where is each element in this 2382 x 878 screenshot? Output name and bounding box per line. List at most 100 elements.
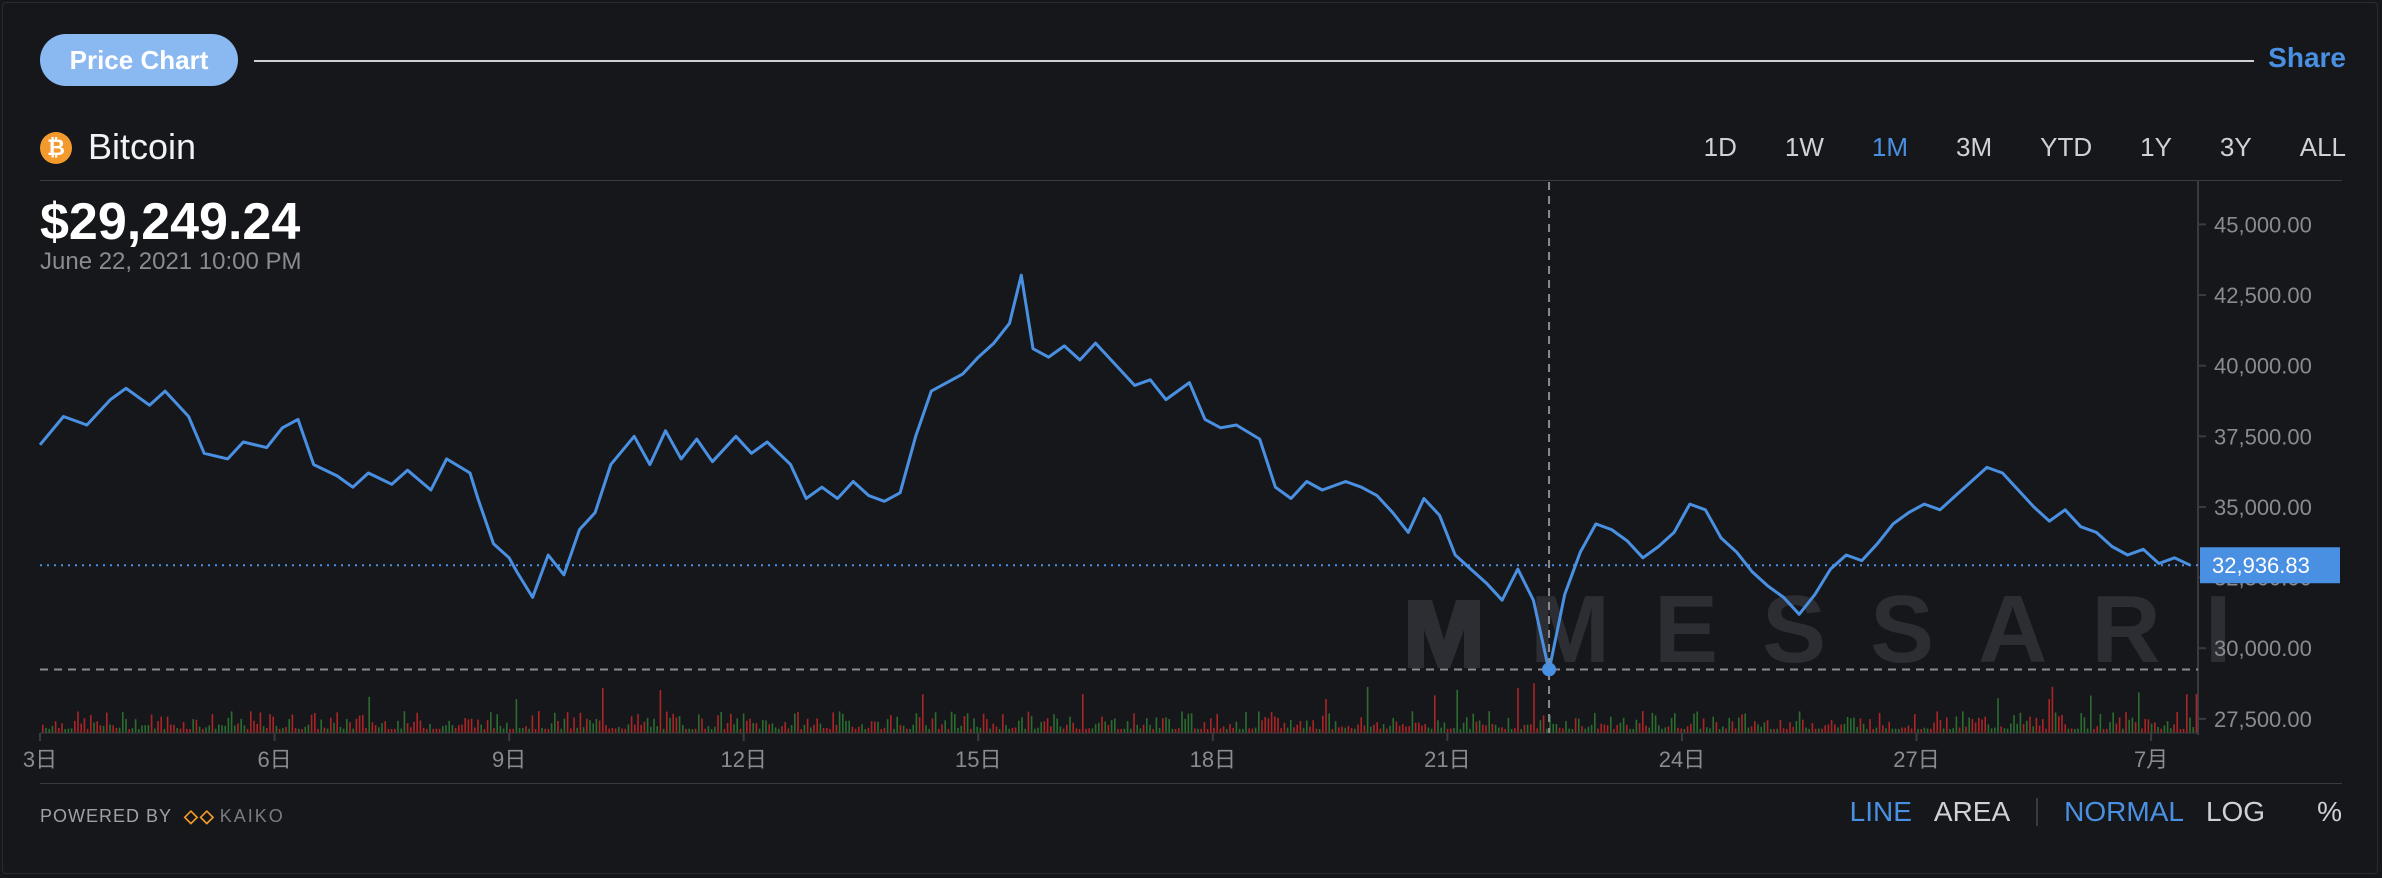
volume-bar [470, 718, 473, 733]
volume-bar [438, 728, 441, 733]
volume-bar [1354, 728, 1356, 733]
volume-bar [867, 727, 870, 733]
volume-bar [77, 711, 79, 733]
volume-bar [115, 727, 118, 733]
chart-type-area[interactable]: AREA [1933, 796, 2011, 827]
volume-bar [307, 724, 310, 733]
volume-bar [1549, 715, 1551, 733]
volume-bar [483, 728, 486, 733]
volume-bar [864, 728, 866, 733]
volume-bar [579, 712, 582, 733]
range-button-1m[interactable]: 1M [1871, 132, 1908, 162]
volume-bar [1059, 726, 1062, 733]
volume-bar [1190, 713, 1193, 733]
volume-bar [691, 728, 694, 733]
volume-bar [1229, 724, 1231, 733]
kaiko-mark-icon: ◇◇ [184, 806, 216, 826]
volume-bar [2109, 722, 2111, 733]
volume-bar [429, 723, 431, 733]
volume-bar [1670, 718, 1673, 733]
volume-bar [1571, 728, 1574, 733]
bitcoin-icon: ₿ [40, 132, 72, 164]
volume-bar [1475, 721, 1478, 733]
volume-bar [96, 721, 98, 733]
volume-bar [842, 713, 844, 733]
volume-bar [1766, 720, 1769, 733]
volume-bar [2179, 728, 2182, 733]
scale-normal[interactable]: NORMAL [2064, 796, 2184, 827]
volume-bar [688, 728, 690, 733]
volume-bar [125, 718, 127, 733]
volume-bar [701, 718, 703, 733]
range-button-1y[interactable]: 1Y [2140, 132, 2172, 162]
volume-bar [1414, 722, 1417, 733]
y-tick-label: 42,500.00 [2214, 283, 2312, 308]
volume-bar [1840, 724, 1842, 733]
volume-bar [1514, 727, 1516, 733]
volume-bar [589, 720, 591, 733]
volume-bar [58, 728, 60, 733]
range-button-3y[interactable]: 3Y [2219, 132, 2252, 162]
volume-bar [1805, 727, 1807, 733]
volume-bar [150, 714, 153, 733]
volume-bar [2144, 718, 2146, 733]
volume-bar [2189, 717, 2191, 733]
volume-bar [1315, 728, 1318, 733]
volume-bar [291, 714, 294, 733]
range-button-all[interactable]: ALL [2299, 132, 2346, 162]
scale-log[interactable]: LOG [2205, 796, 2266, 827]
volume-bar [1094, 724, 1097, 733]
volume-bar [1850, 718, 1852, 733]
volume-bar [883, 727, 886, 733]
volume-bar [2058, 716, 2060, 733]
volume-bar [282, 727, 284, 733]
volume-bar [1411, 711, 1414, 733]
volume-bar [1923, 727, 1926, 733]
range-button-1d[interactable]: 1D [1703, 132, 1737, 162]
volume-bar [1251, 728, 1254, 733]
volume-bar [1888, 721, 1890, 733]
volume-bar [1437, 720, 1439, 733]
volume-bar [1107, 725, 1110, 733]
volume-bar [1856, 727, 1858, 733]
volume-bar [298, 728, 300, 733]
volume-bar [1363, 725, 1366, 733]
volume-bar [131, 728, 134, 733]
volume-bar [784, 722, 786, 733]
volume-bar [1645, 725, 1647, 733]
volume-bar [944, 720, 946, 733]
y-tick-label: 45,000.00 [2214, 212, 2312, 237]
price-chart-tab[interactable]: Price Chart [40, 34, 238, 86]
volume-bars [42, 683, 2198, 733]
chart-type-line[interactable]: LINE [1849, 796, 1912, 827]
volume-bar [205, 727, 207, 733]
range-button-ytd[interactable]: YTD [2040, 132, 2093, 162]
volume-bar [1699, 728, 1702, 733]
volume-bar [986, 719, 988, 733]
volume-bar [387, 729, 390, 733]
volume-bar [576, 727, 578, 733]
volume-bar [1741, 714, 1743, 733]
volume-bar [1776, 728, 1778, 733]
scale-percent[interactable]: % [2317, 796, 2342, 827]
volume-bar [1069, 716, 1071, 733]
volume-bar [1696, 711, 1698, 733]
share-button[interactable]: Share [2268, 42, 2346, 73]
volume-bar [394, 728, 396, 733]
kaiko-logo[interactable]: ◇◇ KAIKO [184, 806, 285, 827]
volume-bar [1488, 711, 1490, 733]
range-button-3m[interactable]: 3M [1955, 132, 1993, 162]
volume-bar [512, 728, 514, 733]
range-button-1w[interactable]: 1W [1784, 132, 1824, 162]
volume-bar [1133, 713, 1135, 733]
crosshair-point [1542, 662, 1557, 677]
volume-bar [1635, 719, 1638, 733]
volume-bar [288, 719, 290, 733]
volume-bar [1360, 717, 1362, 733]
volume-bar [634, 724, 636, 733]
volume-bar [1171, 728, 1174, 733]
x-tick-label: 18日 [1190, 747, 1236, 772]
volume-bar [685, 728, 687, 733]
volume-bar [1114, 718, 1116, 733]
